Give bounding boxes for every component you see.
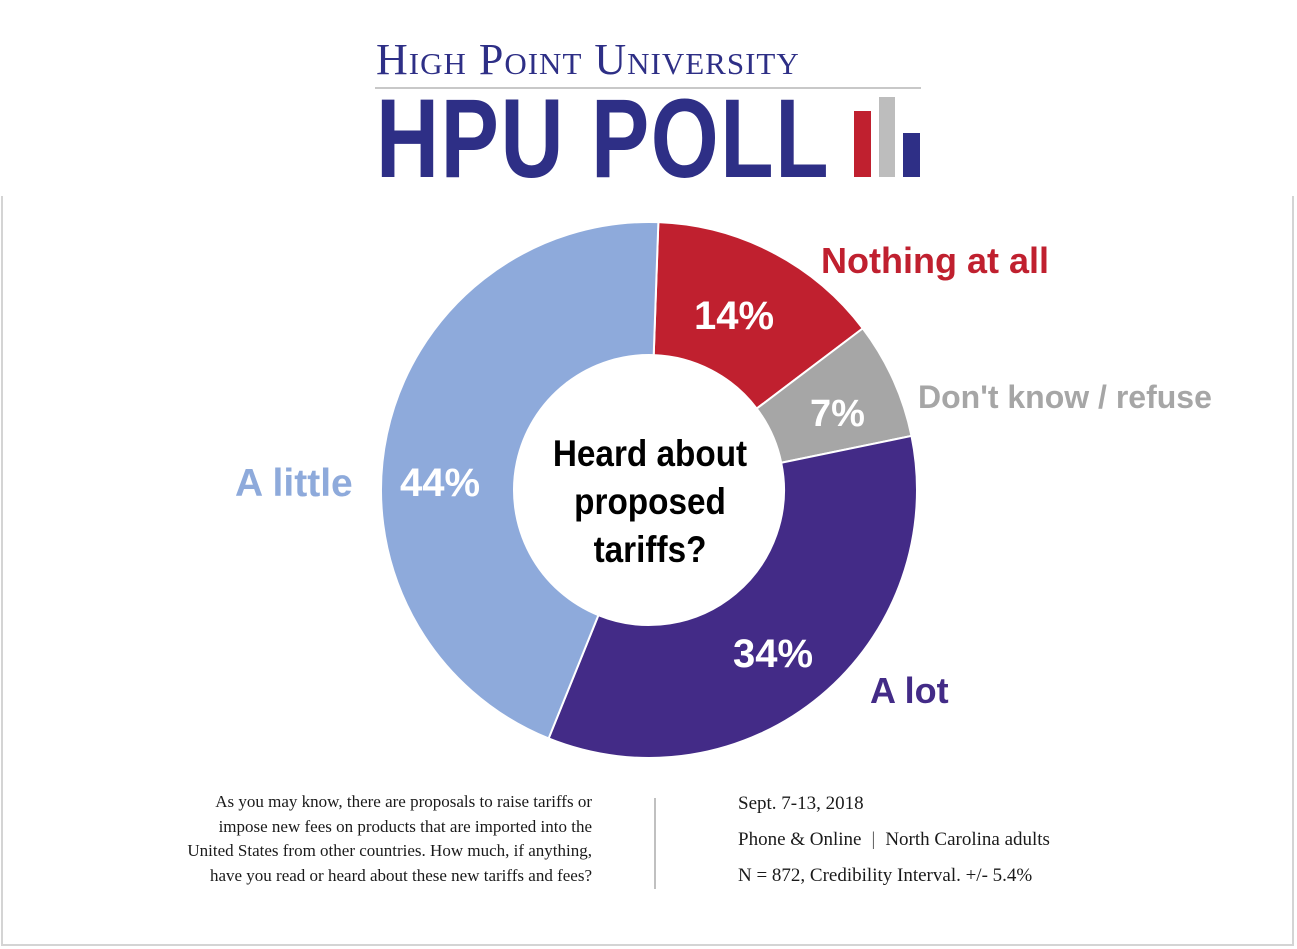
poll-title: HPU POLL xyxy=(376,76,831,201)
pct-label-dontknow: 7% xyxy=(810,393,865,435)
question-line: impose new fees on products that are imp… xyxy=(218,816,592,836)
survey-mode-population: Phone & Online | North Carolina adults xyxy=(738,822,1050,858)
red-bar xyxy=(854,111,871,177)
segment-label-nothing: Nothing at all xyxy=(821,240,1049,281)
survey-mode: Phone & Online xyxy=(738,829,862,850)
pct-label-alittle: 44% xyxy=(400,461,481,505)
center-line-3: tariffs? xyxy=(593,529,707,570)
gray-bar xyxy=(879,97,895,177)
survey-dates: Sept. 7-13, 2018 xyxy=(738,793,864,814)
donut-segment-alot xyxy=(547,434,918,759)
center-line-1: Heard about xyxy=(552,433,748,474)
segment-label-alittle: A little xyxy=(235,462,353,505)
survey-question: As you may know, there are proposals to … xyxy=(100,790,592,888)
pct-label-nothing: 14% xyxy=(694,294,775,338)
header-rule xyxy=(375,87,921,89)
separator: | xyxy=(871,829,876,850)
question-line: United States from other countries. How … xyxy=(187,841,592,860)
survey-population: North Carolina adults xyxy=(885,829,1050,850)
survey-metadata: Sept. 7-13, 2018 Phone & Online | North Ca… xyxy=(738,786,1050,894)
question-line: have you read or heard about these new t… xyxy=(209,865,592,885)
footer-divider xyxy=(654,798,656,889)
blue-bar xyxy=(903,133,920,177)
question-line: As you may know, there are proposals to … xyxy=(215,792,592,811)
donut-center-title: Heard about proposed tariffs? xyxy=(532,430,768,574)
center-line-2: proposed xyxy=(574,481,726,522)
survey-sample: N = 872, Credibility Interval. +/- 5.4% xyxy=(738,865,1033,886)
donut-segment-alittle xyxy=(380,221,660,740)
chart-frame xyxy=(1,196,1294,946)
university-name: High Point University xyxy=(376,35,800,84)
donut-segment-nothing xyxy=(652,221,865,410)
pct-label-alot: 34% xyxy=(733,632,814,676)
segment-label-dontknow: Don't know / refuse xyxy=(918,379,1212,415)
segment-label-alot: A lot xyxy=(870,670,949,711)
